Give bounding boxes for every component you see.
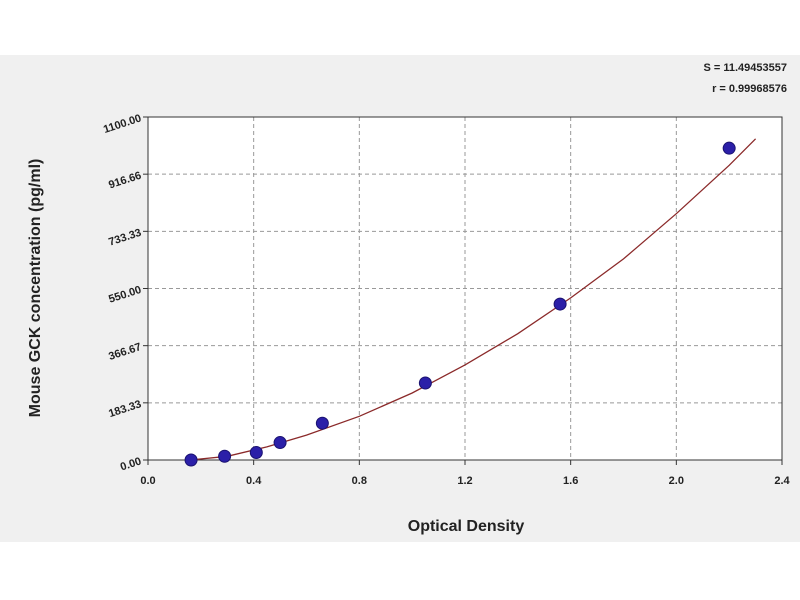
stat-r-label: r = 0.99968576 (712, 83, 787, 95)
y-axis-ticks: 0.00 183.33 366.67 550.00 733.33 916.66 1100.0… (102, 112, 148, 473)
fit-curve (190, 138, 757, 461)
x-tick-label: 2.0 (669, 475, 684, 487)
data-point (722, 141, 736, 155)
y-tick-label: 733.33 (107, 227, 143, 249)
x-tick-label: 1.2 (457, 475, 472, 487)
data-point (218, 449, 232, 463)
stat-s-label: S = 11.49453557 (704, 62, 788, 74)
x-tick-label: 1.6 (563, 475, 578, 487)
plot-frame (147, 116, 783, 461)
y-tick-label: 0.00 (119, 455, 143, 473)
y-tick-label: 550.00 (107, 284, 143, 306)
x-tick-label: 0.0 (140, 475, 155, 487)
data-point (184, 453, 198, 467)
y-tick-label: 366.67 (107, 341, 143, 363)
y-tick-label: 1100.00 (102, 112, 143, 136)
grid-lines (148, 117, 782, 460)
y-tick-label: 183.33 (107, 398, 143, 420)
data-points (184, 141, 736, 467)
data-point (553, 297, 567, 311)
x-tick-label: 0.4 (246, 475, 262, 487)
x-tick-label: 2.4 (774, 475, 790, 487)
data-point (273, 436, 287, 450)
y-tick-label: 916.66 (107, 170, 143, 192)
x-axis-title: Optical Density (408, 518, 525, 535)
x-tick-label: 0.8 (352, 475, 367, 487)
y-axis-title: Mouse GCK concentration (pg/ml) (27, 159, 44, 418)
data-point (249, 446, 263, 460)
data-point (418, 376, 432, 390)
x-axis-ticks: 0.0 0.4 0.8 1.2 1.6 2.0 2.4 (140, 460, 791, 487)
data-point (315, 416, 329, 430)
